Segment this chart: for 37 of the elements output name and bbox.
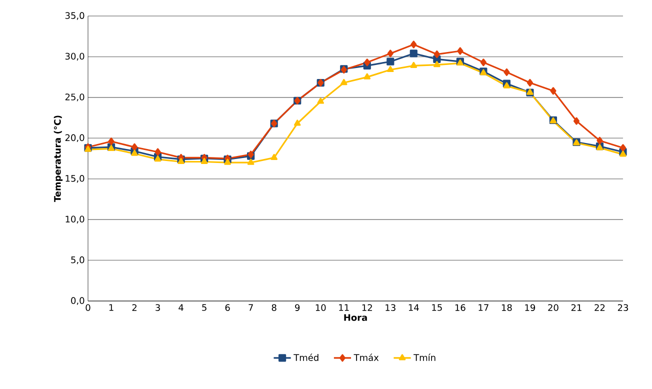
x-tick-label: 10 [316, 304, 326, 312]
y-tick-label: 35,0 [65, 12, 84, 20]
x-tick-label: 7 [248, 304, 253, 311]
x-tick-label: 13 [386, 304, 396, 312]
x-tick-label: 20 [548, 304, 558, 312]
x-tick-label: 23 [618, 304, 628, 312]
x-tick-label: 5 [202, 304, 206, 311]
x-tick-label: 1 [109, 304, 114, 311]
x-tick-label: 9 [295, 304, 300, 312]
y-tick-label: 15,0 [66, 174, 84, 183]
x-tick-label: 2 [132, 304, 136, 311]
x-tick-label: 14 [408, 304, 419, 311]
x-tick-label: 15 [432, 304, 442, 311]
x-tick-label: 8 [272, 304, 276, 312]
x-tick-label: 16 [455, 304, 466, 312]
x-tick-label: 11 [339, 304, 349, 311]
x-tick-label: 0 [86, 304, 90, 312]
x-tick-label: 6 [225, 304, 230, 312]
legend-label: Tmáx [354, 354, 379, 361]
y-tick-label: 10,0 [66, 216, 84, 224]
x-tick-label: 19 [525, 304, 536, 312]
x-axis-title: Hora [344, 314, 367, 321]
x-tick-label: 21 [571, 304, 582, 311]
x-tick-label: 4 [178, 304, 184, 311]
legend-label: Tméd [294, 354, 318, 361]
y-axis-title: Temperatura (°C) [54, 116, 63, 202]
x-tick-label: 18 [502, 304, 512, 312]
x-tick-label: 12 [362, 304, 372, 311]
y-tick-label: 25,0 [65, 94, 84, 102]
x-tick-label: 22 [594, 304, 605, 311]
x-tick-label: 17 [478, 304, 488, 311]
y-tick-label: 0,0 [71, 297, 84, 305]
x-tick-label: 3 [156, 304, 160, 312]
y-tick-label: 30,0 [65, 52, 84, 61]
legend-label: Tmín [414, 354, 436, 361]
y-tick-label: 20,0 [65, 134, 84, 142]
y-tick-label: 5,0 [71, 256, 84, 264]
